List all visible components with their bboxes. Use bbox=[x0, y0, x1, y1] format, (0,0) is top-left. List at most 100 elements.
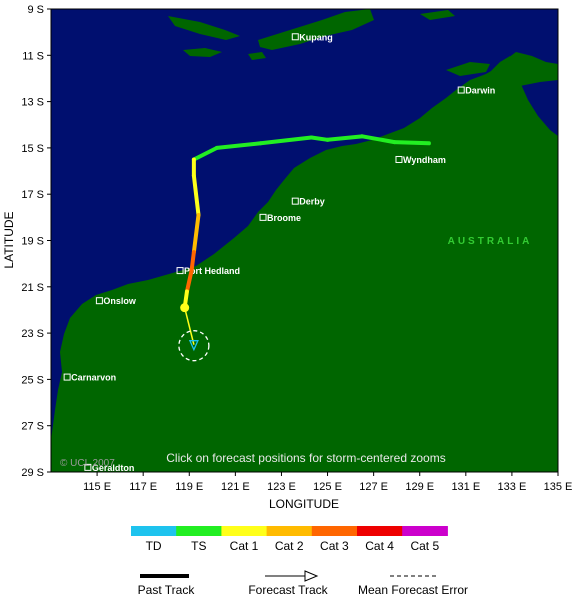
storm-track[interactable] bbox=[182, 134, 431, 345]
x-tick-label: 127 E bbox=[359, 481, 388, 493]
city-marker-icon bbox=[95, 297, 103, 305]
y-tick-label: 15 S bbox=[21, 143, 44, 155]
y-tick-label: 19 S bbox=[21, 236, 44, 248]
category-label: Cat 5 bbox=[410, 539, 439, 553]
past-track-segment bbox=[189, 250, 196, 273]
x-tick-label: 115 E bbox=[83, 481, 111, 493]
australia-mainland bbox=[51, 56, 558, 472]
roti-island bbox=[248, 52, 266, 60]
forecast-position-marker[interactable] bbox=[188, 340, 199, 352]
error-legend-label: Mean Forecast Error bbox=[358, 583, 468, 597]
city-marker-icon bbox=[395, 155, 403, 163]
city-marker-icon bbox=[259, 213, 267, 221]
past-track-segment bbox=[392, 140, 431, 146]
y-tick-label: 29 S bbox=[21, 467, 44, 479]
sumba-island bbox=[183, 48, 222, 57]
city-label: Geraldton bbox=[92, 463, 135, 473]
y-axis-title: LATITUDE bbox=[2, 211, 16, 268]
city-wyndham: Wyndham bbox=[395, 155, 446, 165]
category-label: Cat 2 bbox=[275, 539, 304, 553]
past-track-segment bbox=[309, 135, 330, 142]
city-label: Derby bbox=[299, 197, 325, 207]
x-axis-ticks: 115 E 117 E 119 E 121 E 123 E 125 E 127 E 129 E… bbox=[83, 472, 572, 493]
city-label: Wyndham bbox=[403, 155, 446, 165]
x-tick-label: 131 E bbox=[451, 481, 480, 493]
timor-island bbox=[258, 9, 374, 50]
past-track-segment bbox=[191, 173, 201, 218]
category-swatch bbox=[131, 526, 177, 536]
city-label: Carnarvon bbox=[71, 373, 116, 383]
city-derby: Derby bbox=[291, 197, 325, 207]
category-legend: TD TS Cat 1 Cat 2 Cat 3 Cat 4 Cat 5 bbox=[131, 526, 448, 553]
city-label: Darwin bbox=[465, 86, 495, 96]
zoom-instruction: Click on forecast positions for storm-ce… bbox=[166, 451, 445, 465]
city-darwin: Darwin bbox=[457, 86, 495, 96]
category-swatch bbox=[402, 526, 448, 536]
city-marker-icon bbox=[63, 373, 71, 381]
y-tick-label: 27 S bbox=[21, 421, 44, 433]
current-storm-position[interactable] bbox=[180, 303, 190, 313]
arnhem-coast bbox=[456, 52, 558, 92]
past-track-segment bbox=[191, 213, 201, 255]
y-tick-label: 9 S bbox=[27, 4, 44, 16]
city-marker-icon bbox=[457, 86, 465, 94]
city-label: Onslow bbox=[103, 296, 137, 306]
forecast-track-legend-label: Forecast Track bbox=[248, 583, 328, 597]
past-track-segment bbox=[325, 134, 365, 142]
city-marker-icon bbox=[176, 267, 184, 275]
past-track-segment bbox=[258, 135, 314, 146]
y-tick-label: 25 S bbox=[21, 374, 44, 386]
city-markers: Kupang Darwin Wyndham Derby Broome Port Hedla… bbox=[63, 32, 495, 473]
category-swatch bbox=[221, 526, 268, 536]
past-track-segment bbox=[360, 134, 397, 145]
x-axis-title: LONGITUDE bbox=[269, 497, 339, 511]
city-geraldton: Geraldton bbox=[84, 463, 135, 473]
forecast-track-segment bbox=[183, 307, 195, 345]
x-tick-label: 119 E bbox=[175, 481, 203, 493]
city-label: Kupang bbox=[299, 32, 333, 42]
city-marker-icon bbox=[291, 33, 299, 41]
forecast-error-circle[interactable] bbox=[178, 330, 210, 362]
island-east bbox=[420, 10, 455, 20]
category-swatch bbox=[266, 526, 313, 536]
australia-label: AUSTRALIA bbox=[448, 236, 533, 247]
y-tick-label: 13 S bbox=[21, 97, 44, 109]
landmass-layer bbox=[51, 9, 558, 472]
category-label: TS bbox=[191, 539, 206, 553]
past-track-segment bbox=[184, 268, 194, 294]
category-label: Cat 3 bbox=[320, 539, 349, 553]
forecast-track-legend-arrow bbox=[304, 570, 319, 582]
category-label: Cat 1 bbox=[230, 539, 259, 553]
past-track-legend-label: Past Track bbox=[138, 583, 196, 597]
flores-island bbox=[168, 16, 240, 40]
category-swatch bbox=[311, 526, 358, 536]
city-marker-icon bbox=[84, 463, 92, 471]
city-broome: Broome bbox=[259, 213, 301, 223]
x-tick-label: 135 E bbox=[544, 481, 573, 493]
past-track-segment bbox=[214, 141, 263, 150]
y-tick-label: 17 S bbox=[21, 189, 44, 201]
y-tick-label: 23 S bbox=[21, 328, 44, 340]
past-track-segment bbox=[191, 145, 219, 162]
city-marker-icon bbox=[291, 197, 299, 205]
melville-island bbox=[446, 62, 490, 76]
y-tick-label: 21 S bbox=[21, 282, 44, 294]
x-tick-label: 121 E bbox=[221, 481, 250, 493]
city-onslow: Onslow bbox=[95, 296, 137, 306]
x-tick-label: 123 E bbox=[267, 481, 296, 493]
category-swatch bbox=[357, 526, 403, 536]
city-port-hedland: Port Hedland bbox=[176, 266, 240, 276]
copyright-text: © UCL 2007 bbox=[60, 458, 115, 469]
category-swatch bbox=[176, 526, 222, 536]
category-label: TD bbox=[146, 539, 162, 553]
category-label: Cat 4 bbox=[365, 539, 394, 553]
x-tick-label: 129 E bbox=[405, 481, 434, 493]
city-label: Broome bbox=[267, 213, 301, 223]
city-carnarvon: Carnarvon bbox=[63, 373, 116, 383]
y-axis-ticks: 9 S 11 S 13 S 15 S 17 S 19 S 21 S 23 S 25 S 27 S 2… bbox=[21, 4, 51, 479]
city-kupang: Kupang bbox=[291, 32, 333, 42]
city-label: Port Hedland bbox=[184, 266, 240, 276]
x-tick-label: 133 E bbox=[498, 481, 527, 493]
y-tick-label: 11 S bbox=[22, 50, 44, 62]
